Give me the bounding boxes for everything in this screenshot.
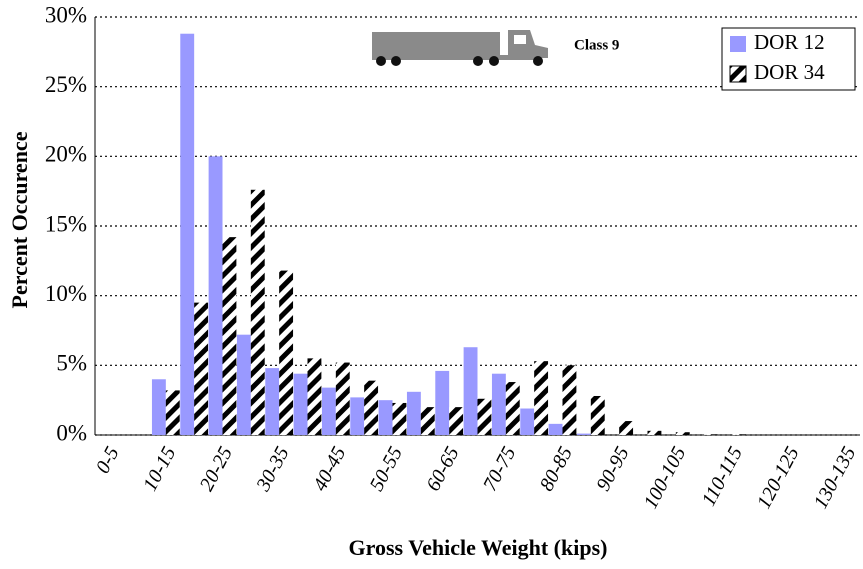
x-axis-label: Gross Vehicle Weight (kips) <box>349 535 608 560</box>
bar <box>165 390 180 435</box>
bar <box>562 365 577 435</box>
bar <box>590 395 605 435</box>
bar <box>619 421 634 435</box>
x-tick-label: 40-45 <box>309 443 350 495</box>
x-tick-label: 100-105 <box>640 443 691 512</box>
x-tick-label: 110-115 <box>698 443 747 510</box>
annotation: Class 9 <box>574 37 619 53</box>
bar <box>279 270 294 435</box>
y-tick-label: 15% <box>45 211 87 236</box>
bar <box>236 334 251 435</box>
x-tick-label: 130-135 <box>810 443 861 512</box>
bar <box>491 373 506 435</box>
y-tick-label: 25% <box>45 72 87 97</box>
bar <box>647 430 662 435</box>
bar <box>364 380 379 435</box>
x-tick-label: 120-125 <box>753 443 804 512</box>
bar <box>222 237 237 435</box>
legend-swatch <box>730 36 746 52</box>
bar <box>378 400 393 435</box>
legend-label: DOR 34 <box>754 60 825 84</box>
x-tick-label: 50-55 <box>366 443 407 495</box>
bar <box>151 379 166 435</box>
x-tick-label: 80-85 <box>536 443 577 495</box>
x-tick-label: 60-65 <box>422 443 463 495</box>
x-tick-label: 30-35 <box>252 443 294 495</box>
x-tick-label: 90-95 <box>592 443 633 495</box>
bar <box>265 368 280 435</box>
legend: DOR 12 DOR 34 <box>721 27 856 91</box>
bar <box>576 433 591 435</box>
y-tick-label: 10% <box>45 281 87 306</box>
y-tick-label: 0% <box>56 420 87 445</box>
y-tick-label: 20% <box>45 142 87 167</box>
bar <box>350 397 365 435</box>
bar <box>435 370 450 435</box>
bar <box>463 347 478 435</box>
x-tick-label: 20-25 <box>196 443 237 495</box>
x-tick-label: 10-15 <box>139 443 180 495</box>
y-tick-label: 5% <box>56 351 87 376</box>
bar <box>505 382 520 435</box>
bar <box>449 407 464 435</box>
x-tick-label: 0-5 <box>92 443 124 477</box>
bar <box>548 423 563 435</box>
bar <box>321 387 336 435</box>
bar <box>406 391 421 435</box>
bar <box>208 156 223 436</box>
bar <box>307 358 322 435</box>
y-axis-label: Percent Occurence <box>7 131 32 308</box>
legend-swatch <box>729 65 747 83</box>
bar <box>520 408 535 435</box>
truck-icon <box>372 30 548 66</box>
bar <box>250 189 265 435</box>
bar <box>335 362 350 435</box>
bar <box>180 33 195 435</box>
bar <box>534 361 549 435</box>
y-tick-label: 30% <box>45 2 87 27</box>
bar <box>704 434 719 435</box>
bar <box>477 398 492 435</box>
bar <box>194 302 209 435</box>
bar <box>420 407 435 435</box>
legend-label: DOR 12 <box>754 30 825 54</box>
bar <box>675 432 690 435</box>
bar <box>293 373 308 435</box>
bar <box>732 434 747 435</box>
bar <box>392 402 407 435</box>
x-tick-label: 70-75 <box>479 443 520 495</box>
